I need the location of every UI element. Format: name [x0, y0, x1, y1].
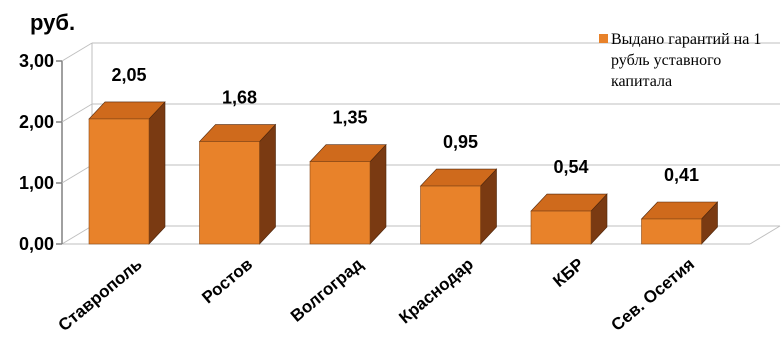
- category-label: Ставрополь: [55, 255, 146, 336]
- category-label: Краснодар: [395, 255, 477, 328]
- y-tick-label: 1,00: [19, 173, 54, 193]
- bar: [530, 193, 608, 245]
- bar: [309, 143, 387, 245]
- data-label: 1,35: [332, 108, 367, 128]
- bar-front: [88, 118, 150, 245]
- data-label: 2,05: [111, 65, 146, 85]
- bar-front: [530, 210, 592, 245]
- bar: [640, 201, 719, 245]
- bar-front: [309, 161, 371, 245]
- bar-front: [420, 185, 481, 245]
- gridline-side: [61, 103, 93, 123]
- legend-line: капитала: [611, 73, 672, 90]
- category-label: КБР: [549, 255, 587, 291]
- y-tick-label: 2,00: [19, 112, 54, 132]
- y-tick-label: 3,00: [19, 51, 54, 71]
- category-label: Волгоград: [287, 254, 367, 325]
- data-labels: 2,05 1,68 1,35 0,95 0,54 0,41: [111, 65, 699, 185]
- floor-edge: [749, 225, 781, 245]
- bars: [88, 101, 719, 245]
- data-label: 0,95: [443, 132, 478, 152]
- bar: [419, 168, 498, 245]
- category-labels: Ставрополь Ростов Волгоград Краснодар КБР Сев…: [55, 254, 698, 335]
- bar-front: [199, 141, 260, 245]
- y-axis-ticks: 0,00 1,00 2,00 3,00: [19, 51, 62, 254]
- wall-edge: [61, 225, 93, 245]
- legend-entry: Выдано гарантий на 1 рубль уставного кап…: [611, 31, 765, 90]
- y-tick-label: 0,00: [19, 234, 54, 254]
- bar-side: [369, 143, 387, 245]
- unit-label: руб.: [30, 10, 75, 35]
- data-label: 1,68: [222, 88, 257, 108]
- legend-swatch: [599, 34, 608, 43]
- bar: [88, 101, 166, 245]
- bar: [198, 123, 277, 245]
- gridline-side: [61, 42, 93, 62]
- bar-side: [259, 123, 276, 245]
- data-label: 0,41: [664, 165, 699, 185]
- data-label: 0,54: [553, 157, 588, 177]
- bar-front: [641, 218, 702, 245]
- legend-line: Выдано гарантий на 1: [611, 31, 761, 48]
- gridline-side: [61, 164, 93, 184]
- category-label: Сев. Осетия: [608, 255, 699, 335]
- category-label: Ростов: [198, 255, 256, 308]
- bar-side: [148, 101, 166, 245]
- legend: Выдано гарантий на 1 рубль уставного кап…: [599, 31, 765, 90]
- legend-line: рубль уставного: [611, 52, 721, 69]
